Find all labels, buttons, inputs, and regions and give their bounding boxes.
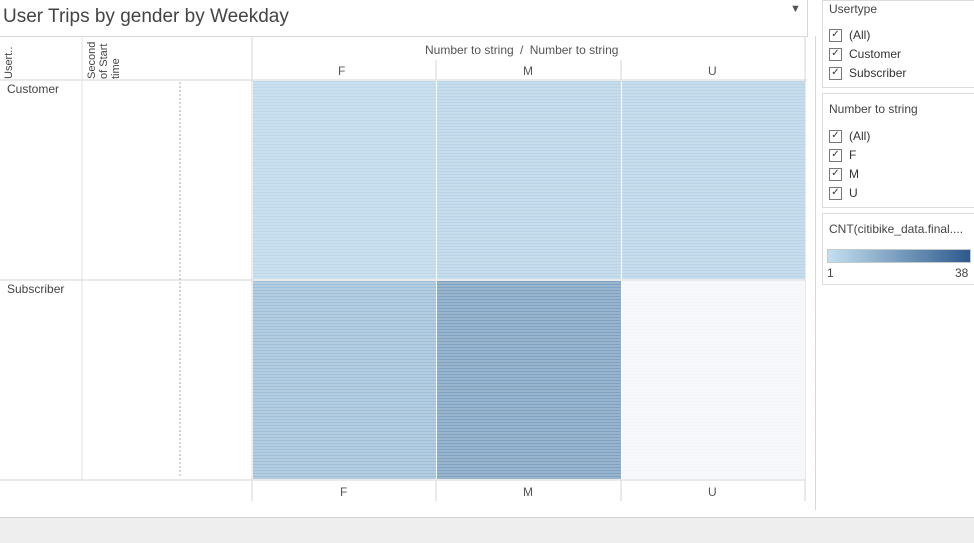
row-dim-second-of-start-time[interactable]: Second of Start time — [86, 41, 122, 79]
filter-usertype-title: Usertype — [829, 2, 878, 16]
row-label-subscriber[interactable]: Subscriber — [7, 282, 65, 296]
col-header-top-f[interactable]: F — [338, 64, 346, 78]
heatmap-chart — [0, 36, 807, 501]
filter-item-label: Subscriber — [849, 66, 907, 80]
filter-item-label: M — [849, 167, 859, 181]
legend-color-ramp — [827, 249, 971, 263]
checkmark-icon[interactable]: ✓ — [829, 167, 842, 181]
worksheet: Number to string / Number to string F M … — [0, 36, 816, 510]
filter-item-label: (All) — [849, 28, 871, 42]
legend-title: CNT(citibike_data.final.... — [829, 222, 964, 236]
heatmap-cell-customer-m[interactable] — [437, 81, 621, 279]
heatmap-cell-subscriber-m[interactable] — [437, 281, 621, 479]
column-title-right: Number to string — [529, 43, 619, 57]
filter-usertype: Usertype ✓ (All) ✓ Customer ✓ Subscriber — [822, 0, 974, 88]
checkmark-icon[interactable]: ✓ — [829, 66, 842, 80]
filter-item-label: F — [849, 148, 857, 162]
col-header-top-u[interactable]: U — [708, 64, 717, 78]
filter-item-label: Customer — [849, 47, 902, 61]
filter-gender: Number to string ✓ (All) ✓ F ✓ M ✓ U — [822, 93, 974, 208]
legend-min: 1 — [827, 266, 834, 280]
col-header-top-m[interactable]: M — [523, 64, 533, 78]
heatmap-cells — [253, 81, 805, 479]
filter-item-label: (All) — [849, 129, 871, 143]
filter-usertype-all[interactable]: ✓ (All) — [829, 27, 870, 43]
column-title: Number to string / Number to string — [425, 43, 618, 57]
heatmap-cell-customer-u[interactable] — [622, 81, 805, 279]
row-label-customer[interactable]: Customer — [7, 82, 60, 96]
checkmark-icon[interactable]: ✓ — [829, 148, 842, 162]
filter-gender-u[interactable]: ✓ U — [829, 185, 858, 201]
column-title-left: Number to string — [425, 43, 514, 57]
col-header-bottom-m[interactable]: M — [523, 485, 533, 499]
filter-gender-f[interactable]: ✓ F — [829, 147, 856, 163]
row-separators — [84, 82, 805, 479]
filter-usertype-customer[interactable]: ✓ Customer — [829, 46, 901, 62]
checkmark-icon[interactable]: ✓ — [829, 47, 842, 61]
filter-gender-all[interactable]: ✓ (All) — [829, 128, 870, 144]
status-bar — [0, 517, 974, 543]
filter-gender-m[interactable]: ✓ M — [829, 166, 859, 182]
checkmark-icon[interactable]: ✓ — [829, 186, 842, 200]
column-title-separator: / — [520, 43, 524, 57]
checkmark-icon[interactable]: ✓ — [829, 129, 842, 143]
checkmark-icon[interactable]: ✓ — [829, 28, 842, 42]
heatmap-cell-subscriber-f[interactable] — [253, 281, 436, 479]
color-legend: CNT(citibike_data.final.... 1 38 — [822, 213, 974, 285]
heatmap-cell-subscriber-u[interactable] — [622, 281, 805, 479]
heatmap-cell-customer-f[interactable] — [253, 81, 436, 279]
filter-gender-title: Number to string — [829, 102, 918, 116]
filter-usertype-subscriber[interactable]: ✓ Subscriber — [829, 65, 906, 81]
legend-max: 38 — [955, 266, 969, 280]
title-bar: User Trips by gender by Weekday ▼ — [0, 0, 808, 37]
row-dim-usertype[interactable]: Usert.. — [3, 46, 15, 79]
dropdown-arrow-icon[interactable]: ▼ — [790, 3, 801, 15]
chart-title: User Trips by gender by Weekday — [3, 6, 289, 27]
col-header-bottom-f[interactable]: F — [340, 485, 348, 499]
col-header-bottom-u[interactable]: U — [708, 485, 717, 499]
filter-item-label: U — [849, 186, 858, 200]
